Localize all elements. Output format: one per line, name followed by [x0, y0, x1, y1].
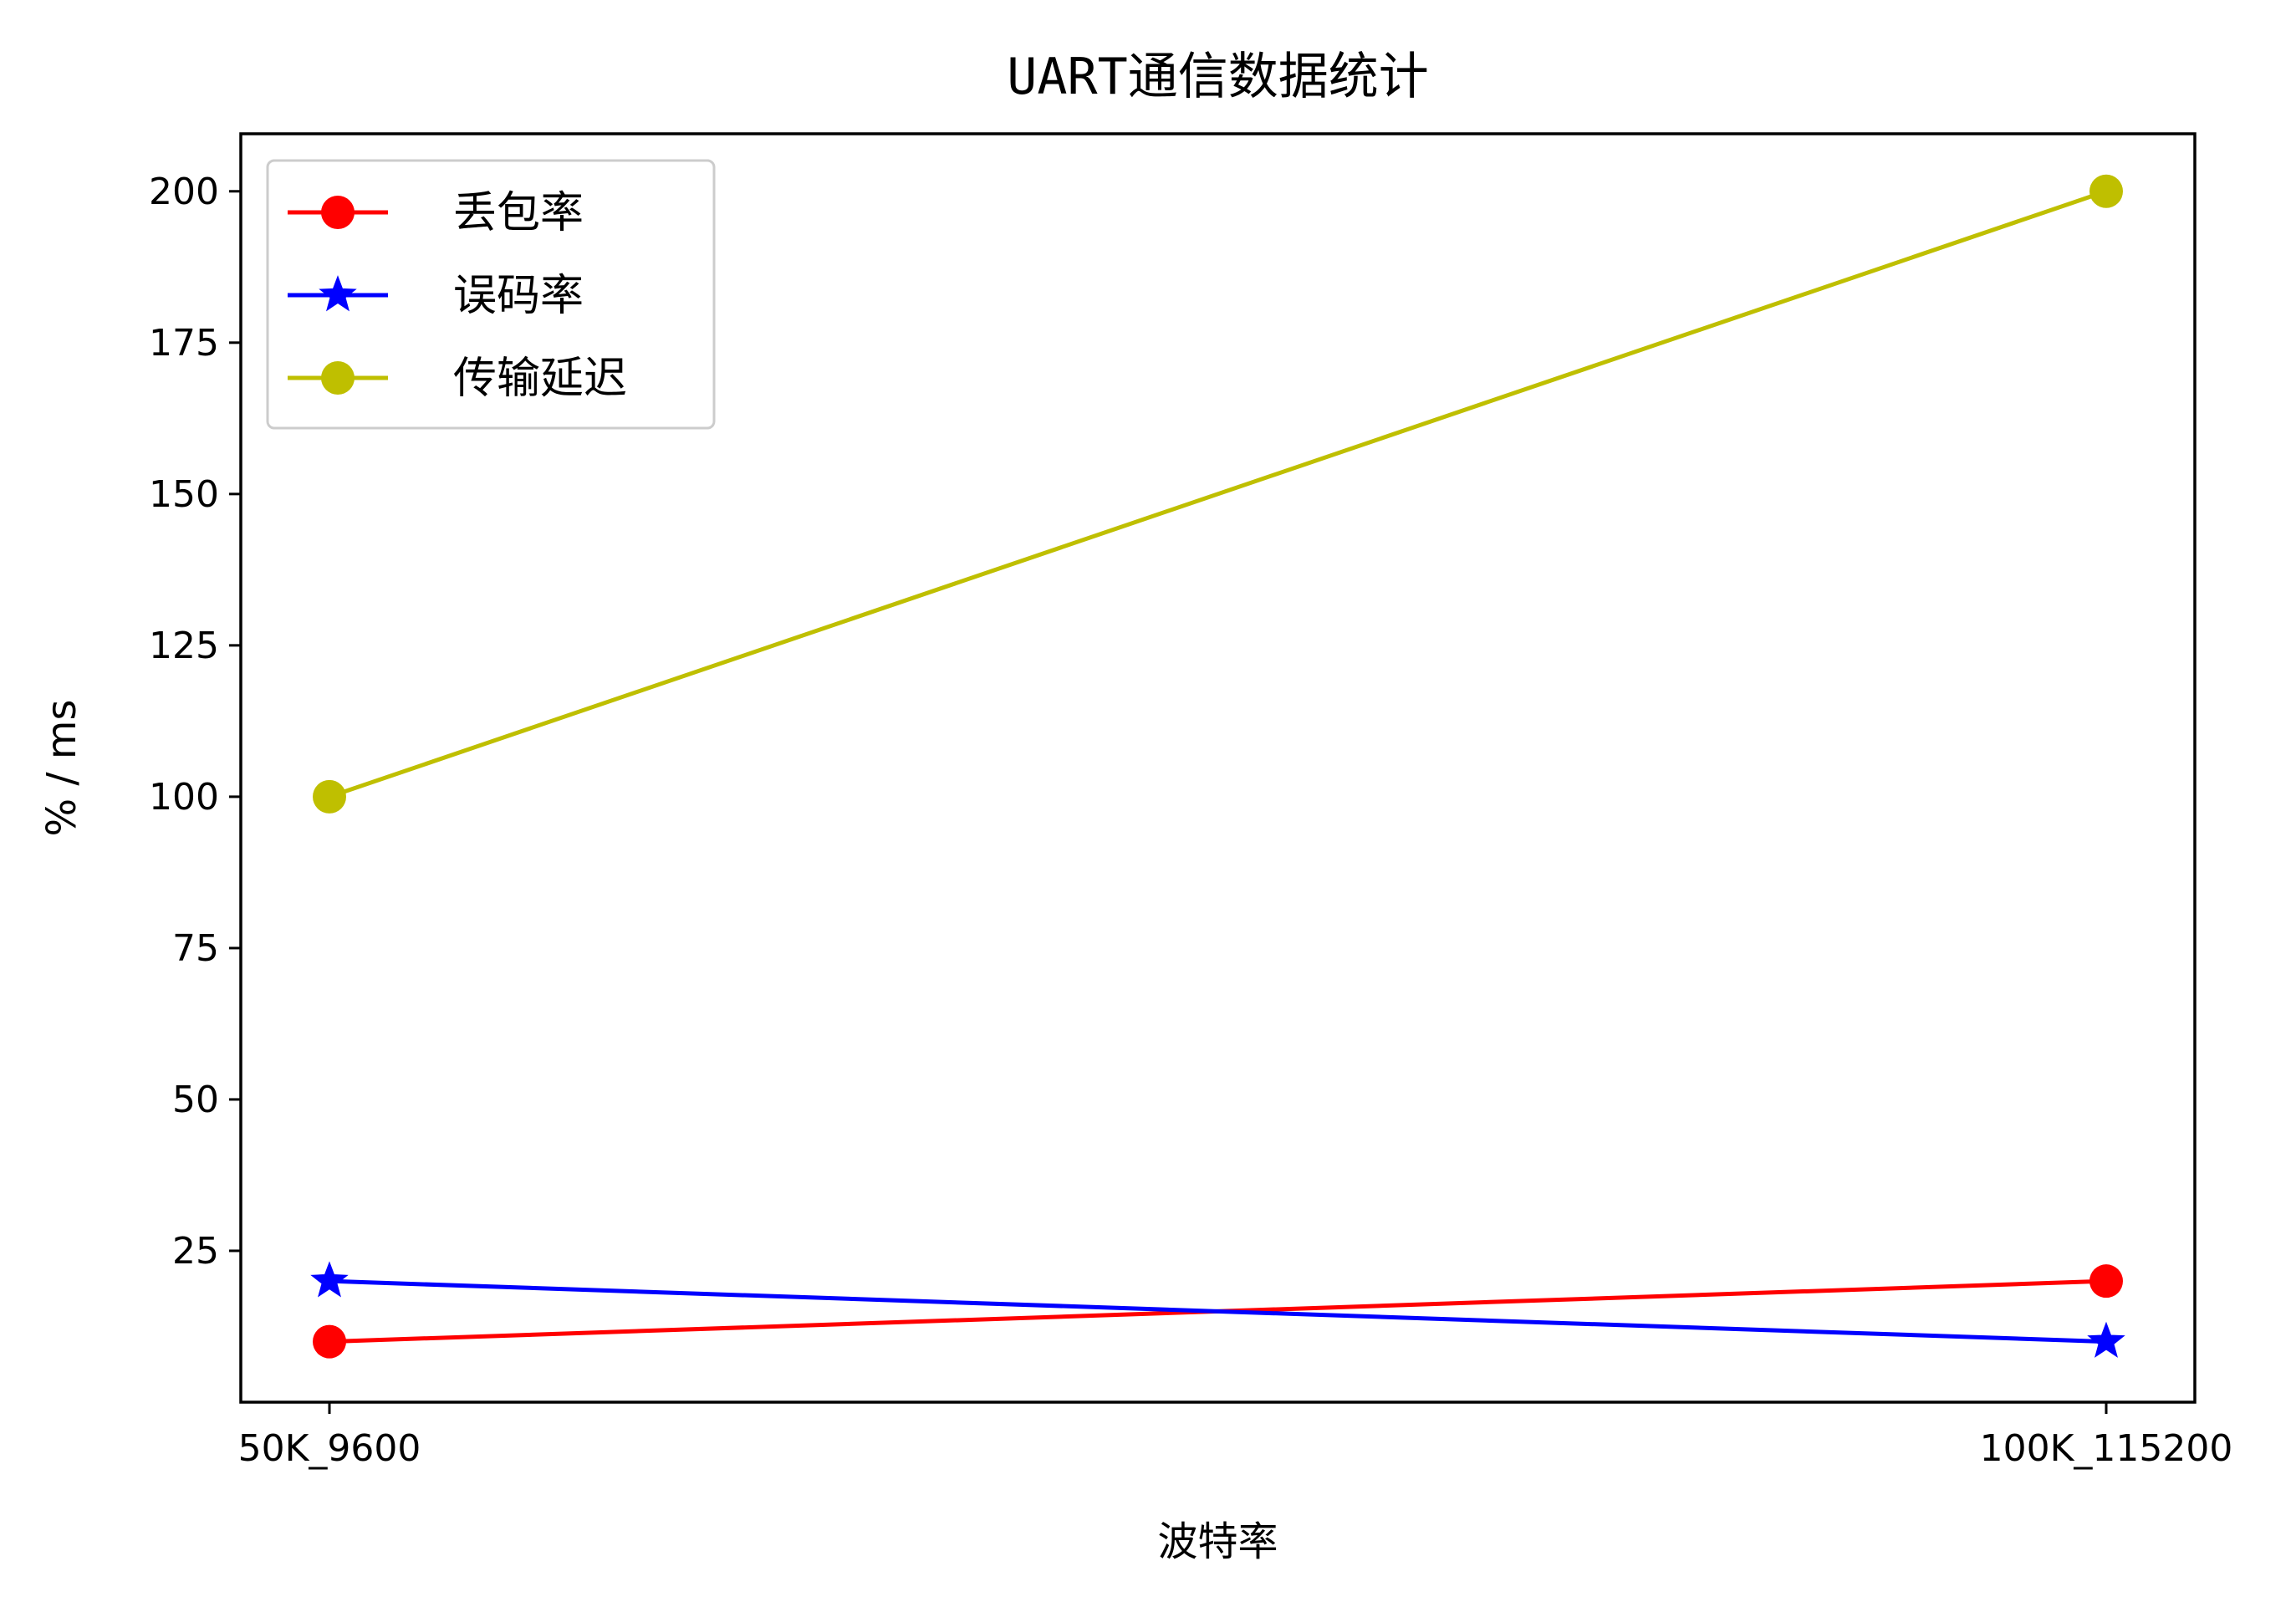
y-tick-label: 25	[172, 1230, 219, 1273]
x-tick-label: 50K_9600	[238, 1427, 421, 1470]
y-tick-label: 100	[149, 776, 219, 819]
y-axis-title: % / ms	[38, 699, 85, 836]
legend-label: 丢包率	[453, 188, 584, 238]
x-axis-title: 波特率	[1157, 1518, 1278, 1565]
y-tick-label: 150	[149, 473, 219, 516]
legend-marker	[321, 196, 355, 229]
data-point	[2089, 1264, 2123, 1298]
data-point	[313, 780, 346, 814]
legend-label: 误码率	[453, 271, 584, 321]
y-tick-label: 50	[172, 1079, 219, 1121]
y-tick-label: 125	[149, 625, 219, 667]
chart-title: UART通信数据统计	[1007, 48, 1429, 106]
y-tick-label: 200	[149, 171, 219, 213]
legend-label: 传输延迟	[453, 354, 627, 404]
data-point	[2089, 175, 2123, 208]
data-point	[313, 1325, 346, 1359]
x-tick-label: 100K_115200	[1980, 1427, 2233, 1470]
y-tick-label: 175	[149, 322, 219, 365]
legend-marker	[321, 361, 355, 395]
y-tick-label: 75	[172, 927, 219, 970]
